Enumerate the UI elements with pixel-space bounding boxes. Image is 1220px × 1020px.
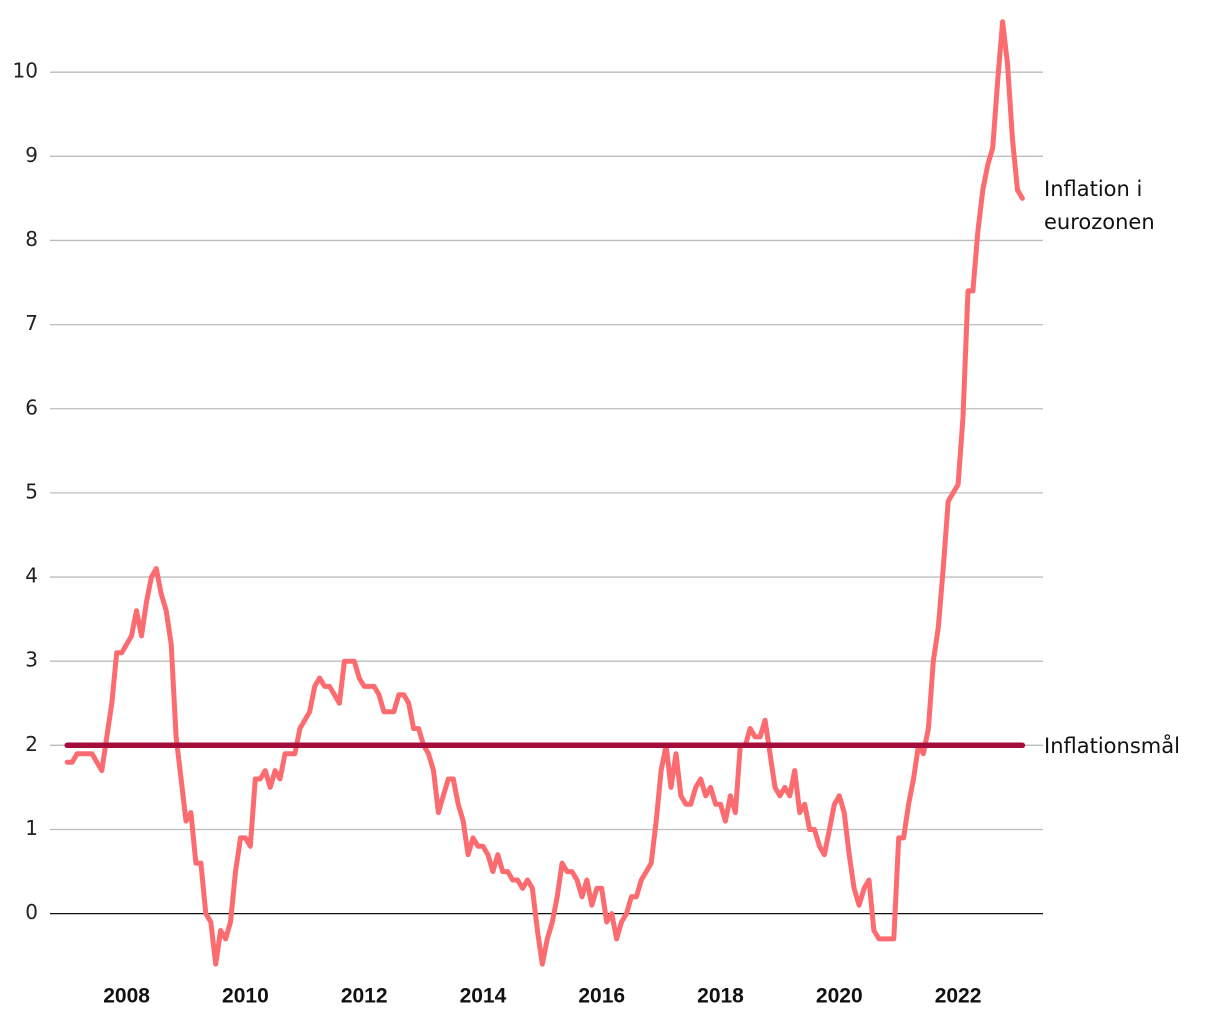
y-tick-label: 8 — [25, 227, 38, 251]
series-label: Inflationsmål — [1044, 734, 1180, 759]
x-tick-label: 2020 — [816, 985, 863, 1008]
x-tick-label: 2016 — [578, 985, 625, 1008]
y-tick-label: 4 — [25, 564, 38, 588]
series-line — [64, 19, 1025, 967]
x-tick-label: 2014 — [460, 985, 507, 1008]
y-tick-label: 6 — [25, 395, 38, 419]
x-tick-label: 2012 — [341, 985, 388, 1008]
y-tick-label: 9 — [25, 143, 38, 167]
y-tick-label: 1 — [25, 816, 38, 840]
series-label: Inflation i eurozonen — [1044, 177, 1155, 235]
x-tick-label: 2010 — [222, 985, 269, 1008]
x-tick-label: 2022 — [935, 985, 982, 1008]
y-tick-label: 0 — [25, 900, 38, 924]
y-tick-label: 10 — [13, 59, 38, 83]
y-tick-label: 3 — [25, 648, 38, 672]
y-tick-label: 7 — [25, 311, 38, 335]
y-tick-label: 5 — [25, 479, 38, 503]
x-tick-label: 2008 — [103, 985, 150, 1008]
y-tick-label: 2 — [25, 732, 38, 756]
x-tick-label: 2018 — [697, 985, 744, 1008]
